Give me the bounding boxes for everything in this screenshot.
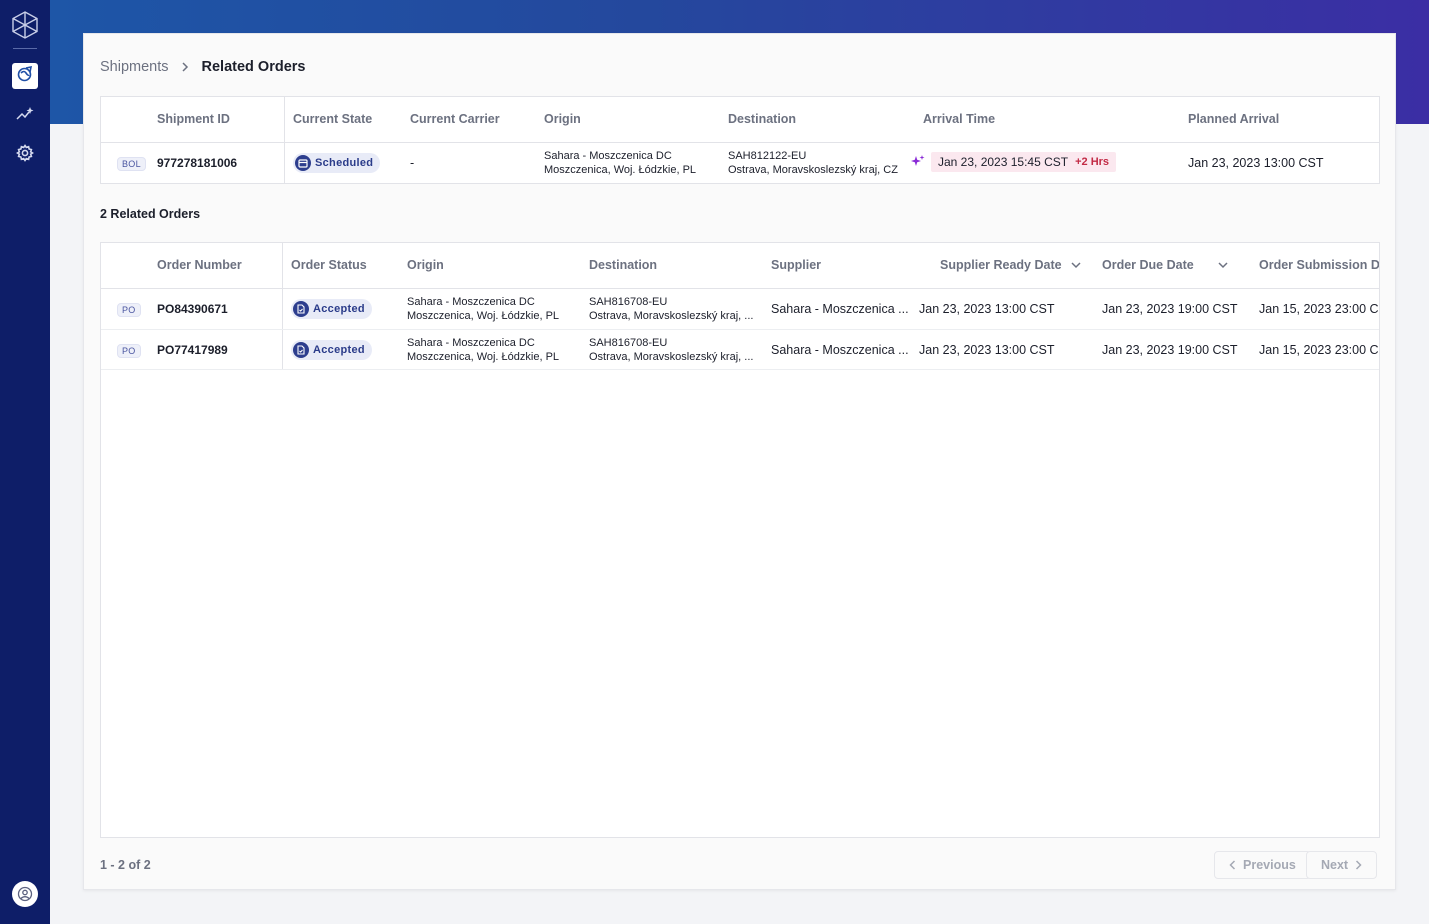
destination-cell: SAH816708-EU Ostrava, Moravskoslezský kr… bbox=[589, 296, 759, 323]
supplier-ready-date: Jan 23, 2023 13:00 CST bbox=[919, 302, 1055, 316]
col-order-submission-date[interactable]: Order Submission Date bbox=[1259, 258, 1380, 272]
col-origin[interactable]: Origin bbox=[407, 258, 444, 272]
origin-address: Moszczenica, Woj. Łódzkie, PL bbox=[407, 350, 560, 363]
col-order-number[interactable]: Order Number bbox=[157, 258, 242, 272]
origin-name: Sahara - Moszczenica DC bbox=[407, 296, 535, 308]
breadcrumb: Shipments Related Orders bbox=[100, 58, 305, 76]
order-submission-date: Jan 15, 2023 23:00 CST bbox=[1259, 343, 1379, 357]
frozen-column-divider bbox=[282, 243, 283, 370]
origin-name: Sahara - Moszczenica DC bbox=[407, 337, 535, 349]
col-supplier[interactable]: Supplier bbox=[771, 258, 822, 272]
destination-address: Ostrava, Moravskoslezský kraj, ... bbox=[589, 309, 754, 322]
origin-cell: Sahara - Moszczenica DC Moszczenica, Woj… bbox=[407, 296, 559, 323]
breadcrumb-shipments-link[interactable]: Shipments bbox=[100, 59, 169, 75]
status-badge: Accepted bbox=[291, 299, 372, 319]
col-shipment-id[interactable]: Shipment ID bbox=[157, 112, 230, 126]
destination-cell: SAH816708-EU Ostrava, Moravskoslezský kr… bbox=[589, 337, 759, 364]
page-title: Related Orders bbox=[201, 59, 306, 75]
col-order-status[interactable]: Order Status bbox=[291, 258, 367, 272]
user-avatar-icon[interactable] bbox=[12, 881, 38, 907]
orders-table-header: Order Number Order Status Origin Destina… bbox=[101, 243, 1379, 289]
order-number[interactable]: PO77417989 bbox=[157, 343, 228, 357]
destination-address: Ostrava, Moravskoslezský kraj, CZ bbox=[728, 163, 898, 176]
col-current-state[interactable]: Current State bbox=[293, 112, 373, 126]
frozen-column-divider bbox=[284, 97, 285, 183]
col-supplier-ready-date[interactable]: Supplier Ready Date bbox=[940, 258, 1081, 272]
col-origin[interactable]: Origin bbox=[544, 112, 581, 126]
origin-cell: Sahara - Moszczenica DC Moszczenica, Woj… bbox=[544, 150, 696, 177]
table-row[interactable]: PO PO77417989 Accepted Sahara - Moszczen… bbox=[101, 330, 1379, 370]
order-submission-date: Jan 15, 2023 23:00 CST bbox=[1259, 302, 1379, 316]
destination-code: SAH816708-EU bbox=[589, 296, 668, 308]
chevron-right-icon bbox=[181, 62, 189, 72]
destination-cell: SAH812122-EU Ostrava, Moravskoslezský kr… bbox=[728, 150, 898, 177]
sparkle-icon bbox=[911, 155, 925, 174]
shipment-table: Shipment ID Current State Current Carrie… bbox=[100, 96, 1380, 184]
col-order-due-date[interactable]: Order Due Date bbox=[1102, 258, 1233, 272]
shipment-table-header: Shipment ID Current State Current Carrie… bbox=[101, 97, 1379, 143]
col-order-due-label: Order Due Date bbox=[1102, 258, 1194, 272]
status-label: Accepted bbox=[313, 344, 365, 356]
col-destination[interactable]: Destination bbox=[728, 112, 797, 126]
arrival-time: Jan 23, 2023 15:45 CST bbox=[938, 155, 1069, 169]
planned-arrival: Jan 23, 2023 13:00 CST bbox=[1188, 156, 1324, 170]
pagination-range: 1 - 2 of 2 bbox=[100, 858, 151, 872]
col-arrival-time[interactable]: Arrival Time bbox=[923, 112, 996, 126]
chevron-down-icon[interactable] bbox=[1071, 262, 1081, 269]
nav-shipments-button[interactable] bbox=[12, 63, 38, 89]
col-destination[interactable]: Destination bbox=[589, 258, 658, 272]
col-planned-arrival[interactable]: Planned Arrival bbox=[1188, 112, 1280, 126]
sparkle-chart-icon bbox=[16, 106, 34, 127]
related-orders-title: 2 Related Orders bbox=[100, 207, 201, 221]
origin-name: Sahara - Moszczenica DC bbox=[544, 150, 672, 162]
supplier-ready-date: Jan 23, 2023 13:00 CST bbox=[919, 343, 1055, 357]
origin-cell: Sahara - Moszczenica DC Moszczenica, Woj… bbox=[407, 337, 559, 364]
status-label: Scheduled bbox=[315, 157, 374, 169]
arrival-time-badge: Jan 23, 2023 15:45 CST +2 Hrs bbox=[931, 152, 1117, 172]
po-tag: PO bbox=[117, 344, 141, 358]
arrival-delay: +2 Hrs bbox=[1075, 156, 1110, 168]
po-tag: PO bbox=[117, 303, 141, 317]
chevron-right-icon bbox=[1356, 860, 1362, 870]
supplier-value: Sahara - Moszczenica ... bbox=[771, 302, 909, 316]
table-row[interactable]: PO PO84390671 Accepted Sahara - Moszczen… bbox=[101, 289, 1379, 330]
destination-code: SAH816708-EU bbox=[589, 337, 668, 349]
main-card: Shipments Related Orders Shipment ID Cur… bbox=[83, 33, 1396, 890]
nav-insights-button[interactable] bbox=[12, 103, 38, 129]
status-badge: Scheduled bbox=[293, 153, 381, 173]
order-due-date: Jan 23, 2023 19:00 CST bbox=[1102, 343, 1238, 357]
origin-address: Moszczenica, Woj. Łódzkie, PL bbox=[407, 309, 560, 322]
supplier-value: Sahara - Moszczenica ... bbox=[771, 343, 909, 357]
col-supplier-ready-label: Supplier Ready Date bbox=[940, 258, 1062, 272]
next-label: Next bbox=[1321, 858, 1349, 872]
destination-address: Ostrava, Moravskoslezský kraj, ... bbox=[589, 350, 754, 363]
nav-divider bbox=[13, 48, 37, 49]
logo-icon[interactable] bbox=[12, 11, 38, 39]
chevron-left-icon bbox=[1229, 860, 1236, 870]
gear-icon bbox=[16, 143, 34, 167]
carrier-value: - bbox=[410, 156, 415, 170]
document-check-icon bbox=[293, 301, 309, 317]
previous-page-button[interactable]: Previous bbox=[1214, 851, 1311, 879]
related-orders-table: Order Number Order Status Origin Destina… bbox=[100, 242, 1380, 838]
document-check-icon bbox=[293, 342, 309, 358]
nav-rail bbox=[0, 0, 50, 924]
next-page-button[interactable]: Next bbox=[1306, 851, 1378, 879]
col-current-carrier[interactable]: Current Carrier bbox=[410, 112, 500, 126]
bol-tag: BOL bbox=[117, 157, 146, 171]
status-badge: Accepted bbox=[291, 340, 372, 360]
order-due-date: Jan 23, 2023 19:00 CST bbox=[1102, 302, 1238, 316]
origin-address: Moszczenica, Woj. Łódzkie, PL bbox=[544, 163, 697, 176]
table-row[interactable]: BOL 977278181006 Scheduled - Sahara - Mo… bbox=[101, 143, 1379, 183]
order-number[interactable]: PO84390671 bbox=[157, 302, 228, 316]
nav-settings-button[interactable] bbox=[12, 142, 38, 168]
status-label: Accepted bbox=[313, 303, 365, 315]
calendar-icon bbox=[295, 155, 311, 171]
shipment-id[interactable]: 977278181006 bbox=[157, 156, 238, 170]
chevron-down-icon[interactable] bbox=[1218, 262, 1228, 269]
previous-label: Previous bbox=[1243, 858, 1296, 872]
destination-code: SAH812122-EU bbox=[728, 150, 807, 162]
globe-icon bbox=[17, 65, 33, 87]
